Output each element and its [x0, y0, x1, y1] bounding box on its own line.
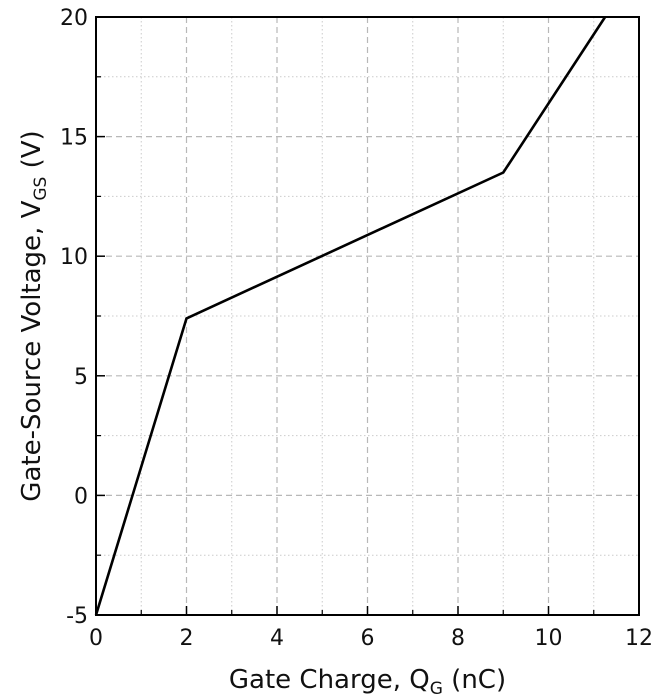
y-tick-label: 0: [74, 484, 88, 509]
x-axis-label: Gate Charge, QG (nC): [229, 665, 506, 699]
x-axis-label-prefix: Gate Charge, Q: [229, 665, 430, 695]
y-axis-label-subscript: GS: [31, 177, 51, 201]
y-axis-label: Gate-Source Voltage, VGS (V): [17, 130, 51, 501]
x-axis-label-subscript: G: [430, 679, 443, 699]
series-line: [94, 16, 607, 616]
x-tick-label: 10: [535, 626, 563, 651]
x-tick-label: 8: [451, 626, 465, 651]
y-tick-label: -5: [66, 604, 88, 629]
grid: [96, 17, 639, 615]
y-tick-label: 5: [74, 365, 88, 390]
x-tick-label: 6: [361, 626, 375, 651]
x-tick-label: 2: [180, 626, 194, 651]
x-axis-label-suffix: (nC): [443, 665, 506, 695]
x-tick-label: 0: [89, 626, 103, 651]
y-axis-label-prefix: Gate-Source Voltage, V: [17, 200, 47, 501]
y-axis-label-suffix: (V): [17, 130, 47, 176]
y-tick-label: 15: [60, 126, 88, 151]
y-tick-label: 20: [60, 6, 88, 31]
x-tick-label: 12: [625, 626, 653, 651]
plot-frame: [95, 16, 640, 616]
x-tick-label: 4: [270, 626, 284, 651]
y-tick-label: 10: [60, 245, 88, 270]
series-layer: [94, 16, 607, 616]
